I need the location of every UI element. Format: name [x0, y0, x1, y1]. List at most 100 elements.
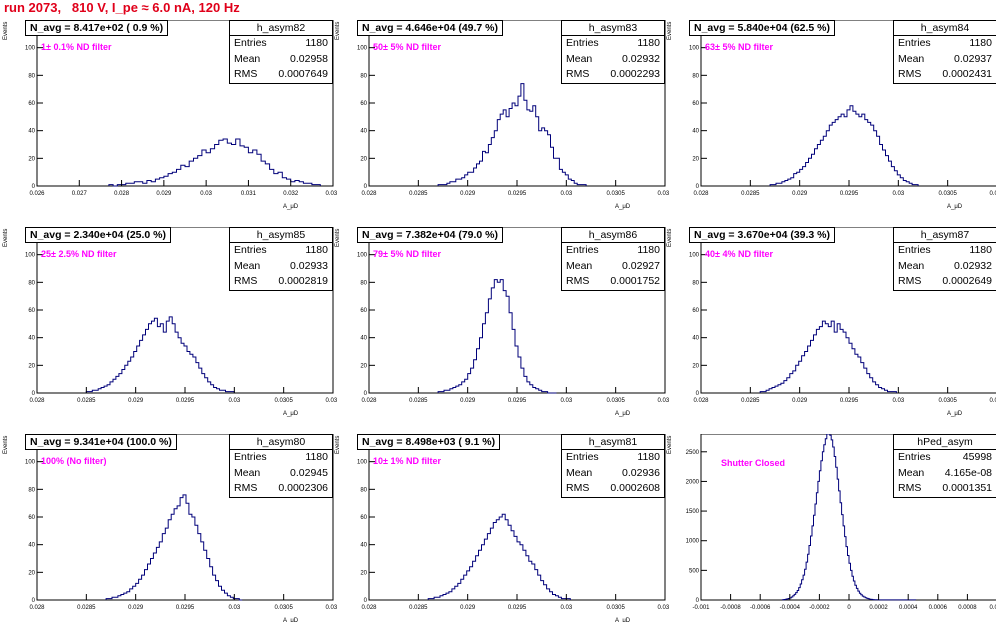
histogram-plot: 0.026 0.027 0.028 0.029 0.03 0.031 0.032 0.033 0… — [25, 20, 337, 210]
stats-row-entries: Entries 1180 — [562, 36, 664, 52]
y-axis-label: Events — [667, 228, 673, 247]
y-tick-label: 60 — [360, 515, 367, 521]
x-axis-label: A_μD — [615, 618, 631, 622]
stats-row-entries: Entries 1180 — [562, 243, 664, 259]
navg-label: N_avg = 2.340e+04 (25.0 %) — [25, 227, 172, 243]
stats-box: h_asym80 Entries 1180 Mean 0.02945 RMS 0.00… — [229, 434, 333, 498]
x-tick-label: 0.029 — [792, 398, 808, 404]
x-tick-label: 0.029 — [460, 398, 476, 404]
histogram-name: h_asym85 — [230, 228, 332, 243]
rms-label: RMS — [566, 68, 590, 80]
y-tick-label: 40 — [28, 336, 35, 342]
x-tick-label: 0 — [847, 605, 851, 611]
y-axis-label: Events — [335, 435, 341, 454]
x-tick-label: 0.033 — [325, 191, 337, 197]
entries-value: 45998 — [962, 451, 992, 463]
x-tick-label: 0.029 — [156, 191, 172, 197]
entries-value: 1180 — [637, 244, 660, 256]
stats-row-mean: Mean 0.02958 — [230, 52, 332, 68]
stats-box: h_asym85 Entries 1180 Mean 0.02933 RMS 0.00… — [229, 227, 333, 291]
rms-label: RMS — [566, 482, 590, 494]
stats-row-rms: RMS 0.0002608 — [562, 481, 664, 497]
y-tick-label: 20 — [360, 156, 367, 162]
mean-value: 4.165e-08 — [944, 466, 992, 479]
y-tick-label: 40 — [28, 543, 35, 549]
histogram-line — [427, 513, 571, 600]
entries-label: Entries — [234, 451, 267, 463]
y-tick-label: 100 — [689, 46, 700, 52]
mean-label: Mean — [234, 466, 261, 479]
histogram-panel-h-asym82: 0.026 0.027 0.028 0.029 0.03 0.031 0.032 0.033 0… — [3, 20, 337, 227]
y-tick-label: 2500 — [686, 450, 700, 456]
x-tick-label: 0.031 — [989, 398, 996, 404]
x-tick-label: 0.029 — [128, 605, 144, 611]
y-tick-label: 0 — [696, 598, 700, 604]
x-tick-label: 0.0295 — [508, 191, 527, 197]
y-tick-label: 100 — [689, 253, 700, 259]
x-axis-label: A_μD — [615, 411, 631, 417]
y-tick-label: 100 — [357, 46, 368, 52]
x-tick-label: -0.0006 — [750, 605, 771, 611]
y-tick-label: 20 — [360, 363, 367, 369]
entries-value: 1180 — [637, 37, 660, 49]
run-title: run 2073, 810 V, I_pe ≈ 6.0 nA, 120 Hz — [4, 0, 240, 15]
mean-label: Mean — [898, 52, 925, 65]
stats-row-rms: RMS 0.0002649 — [894, 274, 996, 290]
stats-row-rms: RMS 0.0001351 — [894, 481, 996, 497]
stats-row-entries: Entries 45998 — [894, 450, 996, 466]
x-tick-label: 0.0305 — [606, 191, 625, 197]
x-tick-label: 0.0305 — [938, 398, 957, 404]
stats-row-rms: RMS 0.0002431 — [894, 67, 996, 83]
y-tick-label: 20 — [692, 363, 699, 369]
filter-label: 63± 5% ND filter — [705, 42, 773, 52]
y-tick-label: 40 — [360, 129, 367, 135]
x-tick-label: 0.0285 — [741, 191, 760, 197]
mean-value: 0.02937 — [954, 52, 992, 65]
y-tick-label: 80 — [360, 73, 367, 79]
y-axis-label: Events — [3, 228, 9, 247]
y-tick-label: 2000 — [686, 479, 700, 485]
entries-label: Entries — [566, 244, 599, 256]
histogram-name: h_asym86 — [562, 228, 664, 243]
x-tick-label: 0.0295 — [508, 398, 527, 404]
stats-row-rms: RMS 0.0002819 — [230, 274, 332, 290]
histogram-panel-hped-asym: -0.001 -0.0008 -0.0006 -0.0004 -0.0002 0 0.000… — [667, 434, 996, 641]
rms-label: RMS — [234, 482, 258, 494]
y-tick-label: 20 — [28, 156, 35, 162]
histogram-line — [105, 494, 243, 601]
navg-label: N_avg = 9.341e+04 (100.0 %) — [25, 434, 177, 450]
x-tick-label: 0.0285 — [741, 398, 760, 404]
mean-label: Mean — [898, 466, 925, 479]
y-tick-label: 60 — [360, 308, 367, 314]
stats-box: h_asym86 Entries 1180 Mean 0.02927 RMS 0.00… — [561, 227, 665, 291]
y-tick-label: 100 — [25, 253, 36, 259]
y-tick-label: 80 — [360, 280, 367, 286]
filter-label: 100% (No filter) — [41, 456, 107, 466]
entries-label: Entries — [898, 37, 931, 49]
x-axis-label: A_μD — [283, 411, 299, 417]
y-tick-label: 0 — [696, 391, 700, 397]
y-tick-label: 0 — [32, 598, 36, 604]
rms-value: 0.0007649 — [278, 68, 328, 80]
x-tick-label: 0.032 — [283, 191, 299, 197]
x-tick-label: 0.0305 — [938, 191, 957, 197]
y-tick-label: 20 — [692, 156, 699, 162]
entries-value: 1180 — [637, 451, 660, 463]
y-tick-label: 80 — [692, 73, 699, 79]
rms-label: RMS — [566, 275, 590, 287]
histogram-name: hPed_asym — [894, 435, 996, 450]
y-tick-label: 60 — [28, 101, 35, 107]
y-tick-label: 60 — [360, 101, 367, 107]
stats-row-mean: Mean 0.02927 — [562, 259, 664, 275]
stats-row-entries: Entries 1180 — [230, 243, 332, 259]
histogram-plot: -0.001 -0.0008 -0.0006 -0.0004 -0.0002 0 0.000… — [686, 434, 996, 611]
y-tick-label: 80 — [360, 487, 367, 493]
stats-box: h_asym83 Entries 1180 Mean 0.02932 RMS 0.00… — [561, 20, 665, 84]
navg-label: N_avg = 8.417e+02 ( 0.9 %) — [25, 20, 169, 36]
x-tick-label: 0.03 — [892, 398, 904, 404]
y-tick-label: 60 — [28, 308, 35, 314]
x-tick-label: 0.0285 — [409, 605, 428, 611]
x-tick-label: 0.03 — [560, 191, 572, 197]
entries-label: Entries — [566, 451, 599, 463]
x-tick-label: 0.027 — [72, 191, 88, 197]
